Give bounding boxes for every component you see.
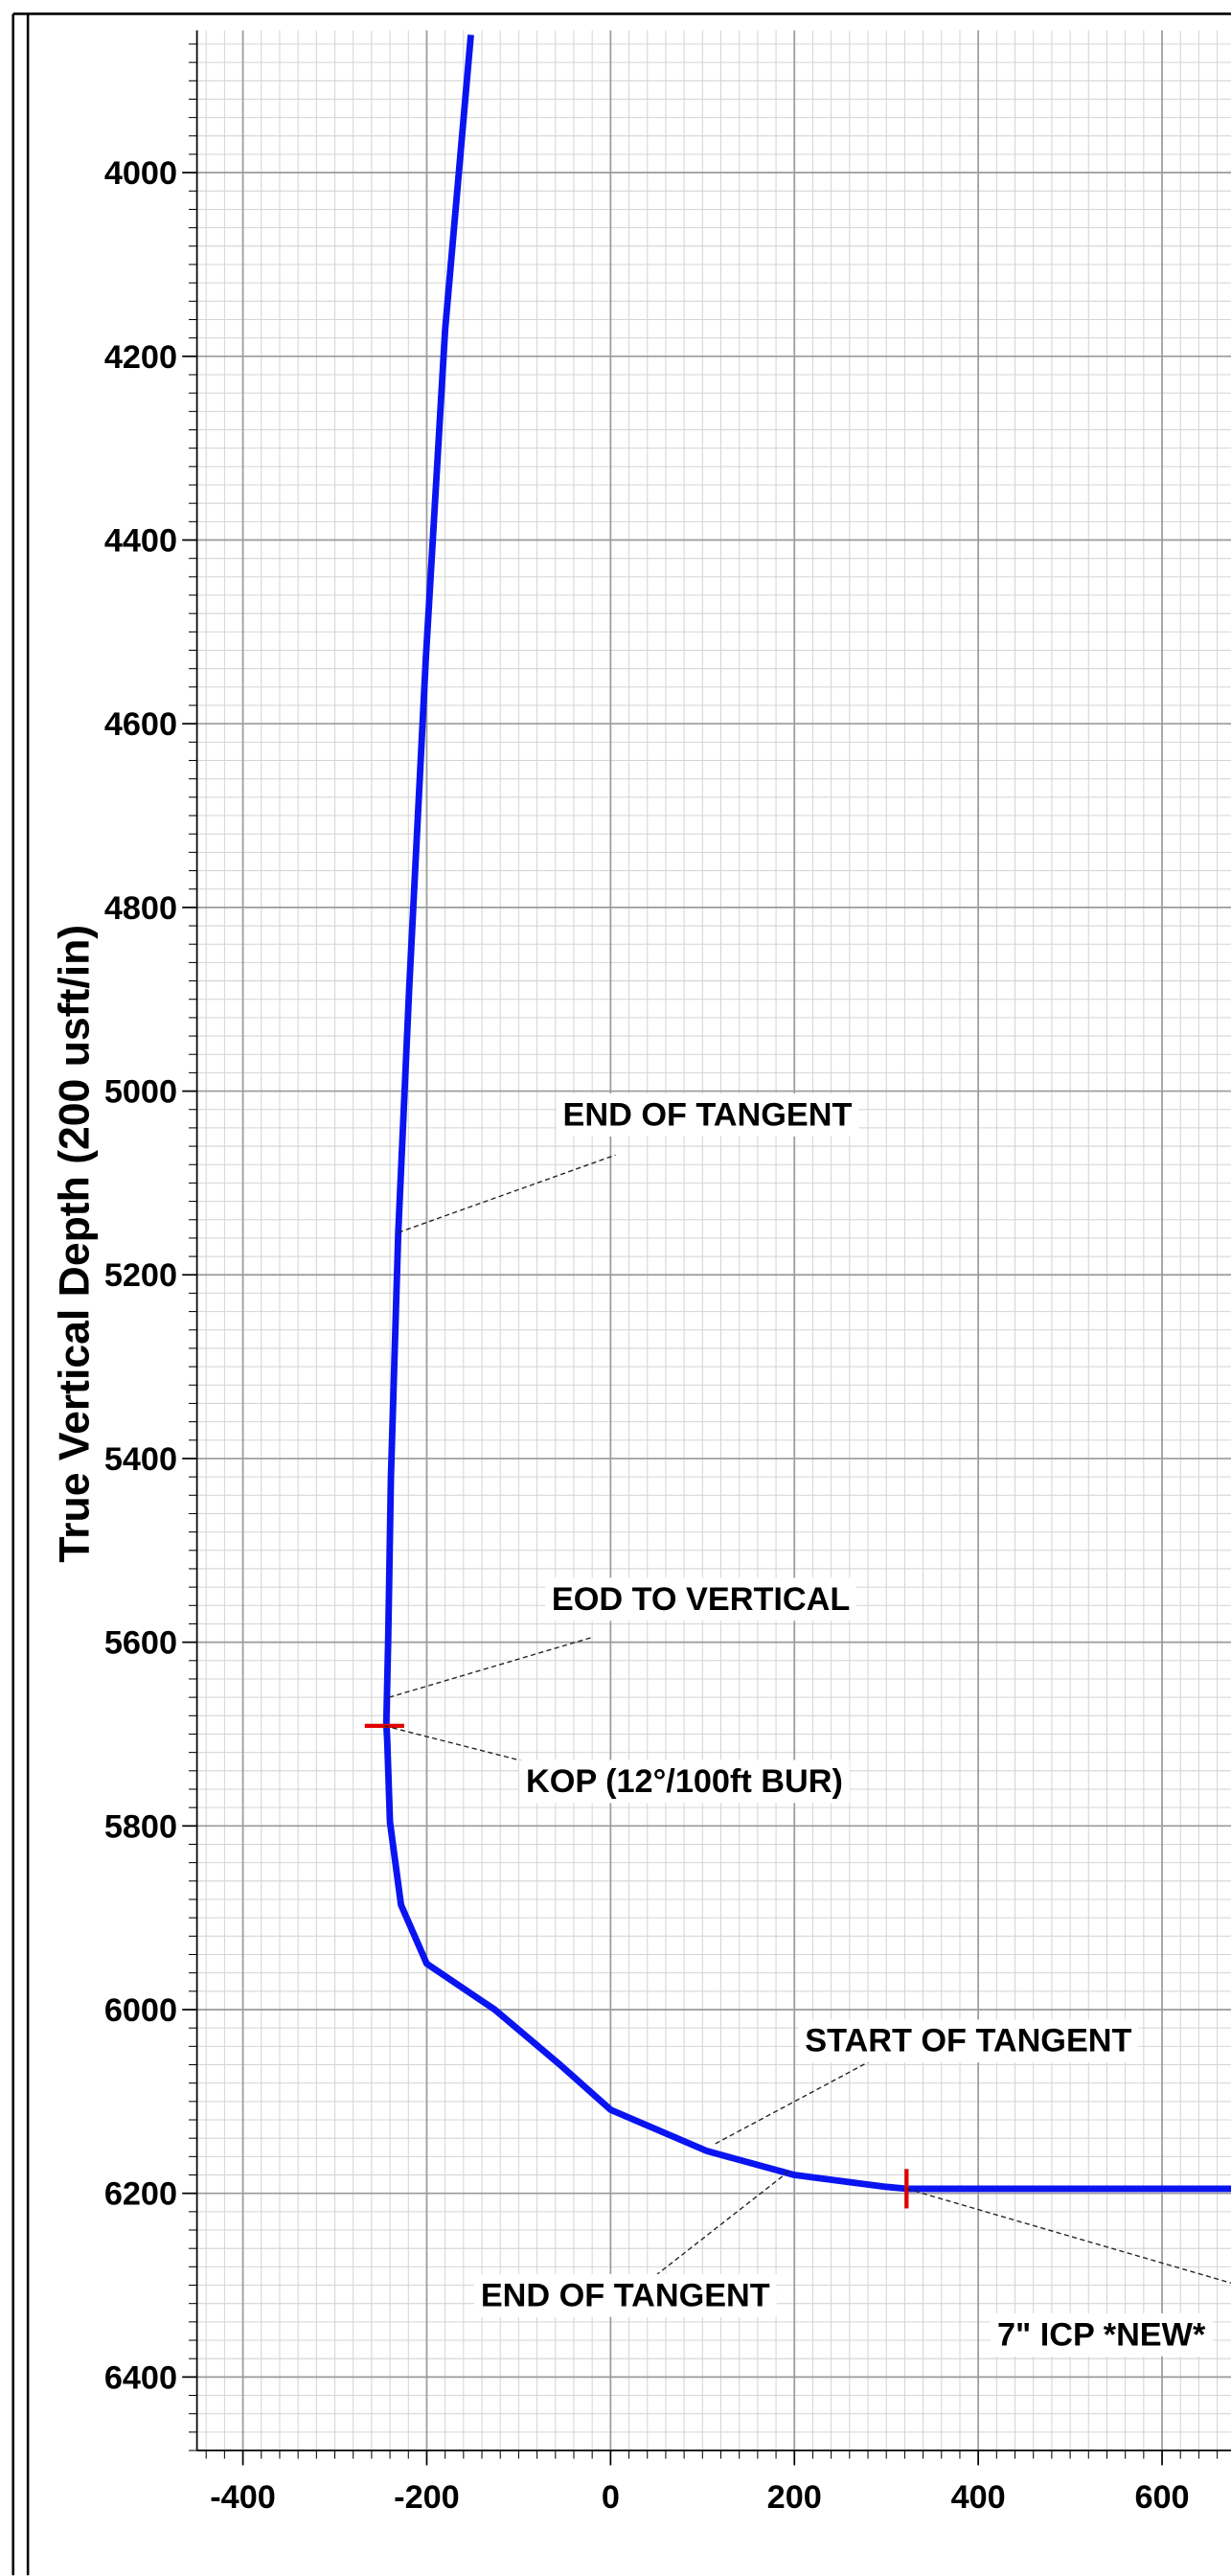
leader-line — [906, 2188, 1231, 2284]
y-tick-label: 6000 — [104, 1992, 177, 2029]
annotation-bg — [991, 2312, 1213, 2357]
y-tick-label: 5600 — [104, 1625, 177, 1662]
y-tick-label: 6400 — [104, 2359, 177, 2396]
leader-line — [388, 1637, 591, 1698]
y-tick-label: 4600 — [104, 706, 177, 743]
annotation-label: END OF TANGENT — [481, 2277, 770, 2313]
annotation-label: END OF TANGENT — [562, 1096, 852, 1133]
annotation-label: KOP (12°/100ft BUR) — [526, 1763, 843, 1800]
y-tick-label: 4800 — [104, 890, 177, 927]
annotation-bg — [473, 2273, 777, 2317]
y-tick-label: 5400 — [104, 1441, 177, 1478]
annotation-label: EOD TO VERTICAL — [552, 1581, 850, 1618]
y-tick-label: 5000 — [104, 1074, 177, 1111]
annotation-bg — [798, 2019, 1139, 2063]
leader-line — [655, 2171, 789, 2276]
annotation-bg — [556, 1092, 859, 1137]
annotation-bg — [519, 1760, 850, 1804]
x-tick-label: 200 — [767, 2479, 822, 2516]
y-tick-label: 4200 — [104, 339, 177, 376]
y-axis-label: True Vertical Depth (200 usft/in) — [51, 925, 98, 1563]
y-tick-label: 5200 — [104, 1257, 177, 1294]
y-tick-label: 6200 — [104, 2176, 177, 2213]
annotation-label: START OF TANGENT — [805, 2023, 1131, 2059]
x-tick-label: -400 — [210, 2479, 276, 2516]
annotation-bg — [545, 1577, 857, 1622]
x-tick-label: 600 — [1134, 2479, 1189, 2516]
leader-line — [398, 1154, 616, 1233]
y-tick-label: 4000 — [104, 155, 177, 192]
trajectory-line — [382, 34, 1231, 2193]
x-tick-label: 0 — [602, 2479, 620, 2516]
x-tick-label: -200 — [394, 2479, 460, 2516]
annotation-label: 7" ICP *NEW* — [997, 2316, 1206, 2353]
y-tick-label: 5800 — [104, 1808, 177, 1845]
x-tick-label: 400 — [951, 2479, 1006, 2516]
leader-line — [384, 1725, 542, 1767]
y-tick-label: 4400 — [104, 523, 177, 560]
